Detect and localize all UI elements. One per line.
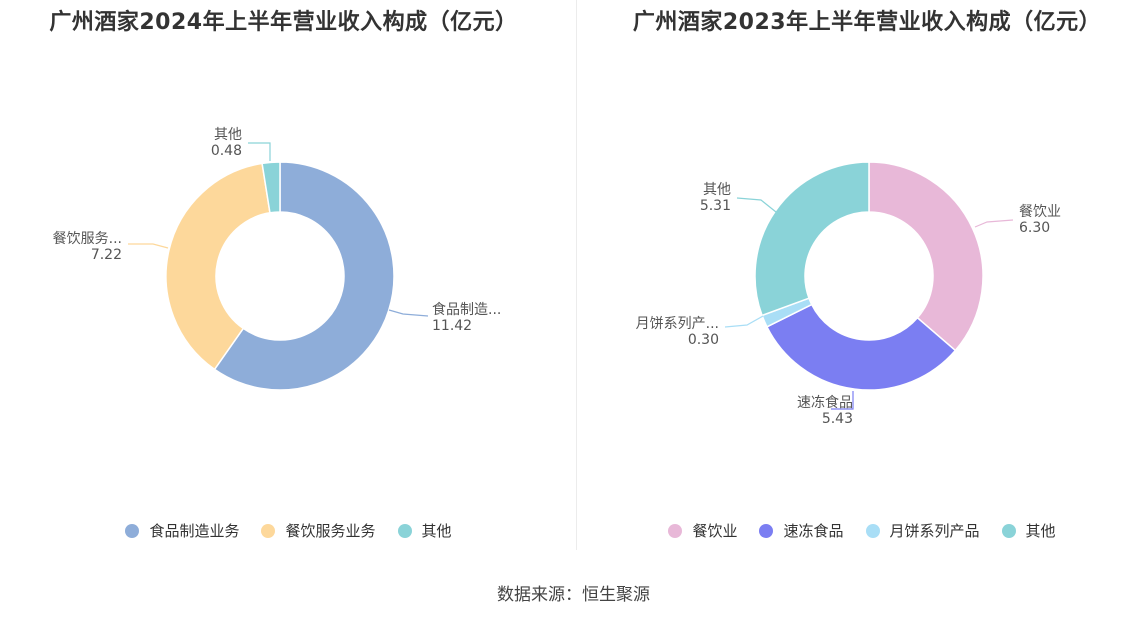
legend-item[interactable]: 其他 <box>1001 520 1056 541</box>
legend-dot-icon <box>261 523 276 538</box>
chart-title-2024: 广州酒家2024年上半年营业收入构成（亿元） <box>49 10 518 35</box>
leader-line <box>388 309 429 317</box>
pie-slice[interactable] <box>165 162 271 371</box>
legend-item[interactable]: 餐饮业 <box>668 520 737 541</box>
leader-line <box>831 391 854 410</box>
leader-line <box>128 243 169 249</box>
donut-chart-2024: 食品制造...11.42 餐饮服务...7.22 其他0.48 <box>53 127 501 391</box>
legend-item[interactable]: 速冻食品 <box>759 520 844 541</box>
leader-line <box>974 219 1014 228</box>
legend-item[interactable]: 餐饮服务业务 <box>261 520 376 541</box>
legend-dot-icon <box>125 523 140 538</box>
legend-dot-icon <box>668 523 683 538</box>
legend-dot-icon <box>397 523 412 538</box>
legend-label: 餐饮业 <box>692 522 738 540</box>
data-source: 数据来源：恒生聚源 <box>497 585 650 605</box>
slice-label-name: 速冻食品 <box>797 394 853 411</box>
legend-dot-icon <box>759 523 774 538</box>
legend-item[interactable]: 食品制造业务 <box>125 520 239 541</box>
slice-label-value: 0.30 <box>688 332 719 348</box>
slice-label-value: 11.42 <box>432 318 472 334</box>
leader-line <box>248 142 271 161</box>
slice-label-name: 其他 <box>703 182 731 198</box>
leader-line <box>724 315 764 328</box>
chart-panel-2023: 广州酒家2023年上半年营业收入构成（亿元） 餐饮业 6.30 速冻食品 5.43 月饼… <box>577 0 1147 560</box>
slice-label-name: 餐饮业 <box>1019 204 1061 220</box>
slice-label-value: 5.31 <box>700 198 731 214</box>
chart-title-2023: 广州酒家2023年上半年营业收入构成（亿元） <box>632 10 1102 35</box>
slice-label-value: 5.43 <box>822 411 853 427</box>
pie-slice[interactable] <box>765 303 957 391</box>
slice-label-name: 月饼系列产... <box>636 316 719 332</box>
legend-label: 月饼系列产品 <box>889 522 980 540</box>
slice-label-name: 食品制造... <box>432 301 501 318</box>
legend-dot-icon <box>1001 523 1016 538</box>
slice-label-value: 0.48 <box>211 143 242 159</box>
legend-label: 速冻食品 <box>783 522 844 540</box>
legend-item[interactable]: 其他 <box>397 520 452 541</box>
legend-label: 其他 <box>1025 522 1056 540</box>
leader-line <box>736 197 777 213</box>
legend-label: 餐饮服务业务 <box>285 522 376 540</box>
pie-slice[interactable] <box>213 161 395 391</box>
slice-label-name: 餐饮服务... <box>53 231 122 247</box>
slice-label-name: 其他 <box>214 127 242 143</box>
legend-item[interactable]: 月饼系列产品 <box>865 520 980 541</box>
pie-slice[interactable] <box>754 161 870 317</box>
legend-dot-icon <box>865 523 880 538</box>
chart-panel-2024: 广州酒家2024年上半年营业收入构成（亿元） 食品制造... 11.42 餐饮服务.… <box>0 0 577 560</box>
legend-2023: 餐饮业 速冻食品 月饼系列产品 其他 <box>577 520 1147 541</box>
slice-label-value: 7.22 <box>91 247 122 263</box>
legend-label: 食品制造业务 <box>149 522 240 540</box>
legend-label: 其他 <box>421 522 452 540</box>
slice-label-value: 6.30 <box>1019 220 1050 236</box>
pie-slice[interactable] <box>868 161 984 352</box>
panel-divider <box>576 0 577 550</box>
pie-slice[interactable] <box>261 161 281 214</box>
legend-2024: 食品制造业务 餐饮服务业务 其他 <box>0 520 577 541</box>
